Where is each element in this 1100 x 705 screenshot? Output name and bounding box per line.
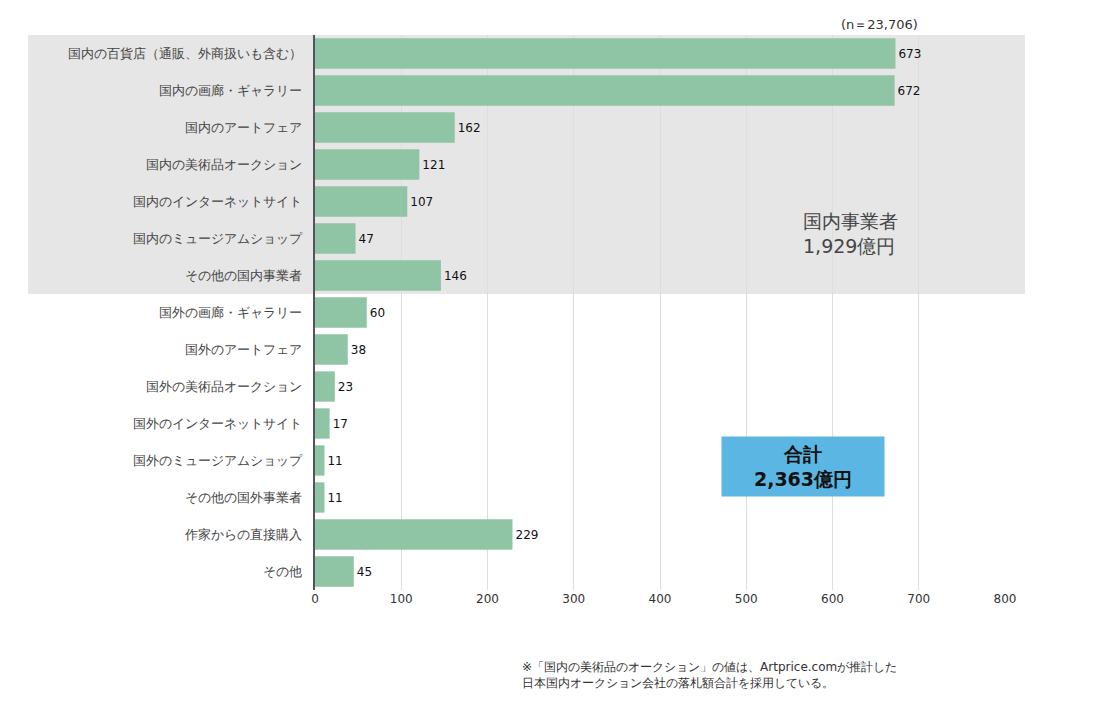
svg-text:60: 60 (370, 306, 385, 320)
svg-text:300: 300 (562, 592, 585, 606)
svg-text:国外のアートフェア: 国外のアートフェア (185, 342, 302, 357)
svg-text:672: 672 (898, 84, 921, 98)
svg-text:国内の百貨店（通販、外商扱いも含む）: 国内の百貨店（通販、外商扱いも含む） (68, 46, 302, 61)
svg-text:その他の国内事業者: その他の国内事業者 (185, 268, 302, 283)
svg-text:国内のインターネットサイト: 国内のインターネットサイト (133, 194, 302, 209)
svg-text:国外のミュージアムショップ: 国外のミュージアムショップ (133, 453, 303, 468)
svg-text:(n＝23,706): (n＝23,706) (841, 17, 918, 32)
svg-text:※「国内の美術品のオークション」の値は、Artprice.c: ※「国内の美術品のオークション」の値は、Artprice.comが推計した日本国… (522, 660, 897, 690)
svg-text:17: 17 (333, 417, 348, 431)
svg-text:その他: その他 (263, 564, 302, 579)
svg-text:国内の美術品オークション: 国内の美術品オークション (146, 157, 302, 172)
svg-text:国外のインターネットサイト: 国外のインターネットサイト (133, 416, 302, 431)
svg-text:400: 400 (649, 592, 672, 606)
svg-text:国内の画廊・ギャラリー: 国内の画廊・ギャラリー (159, 83, 302, 98)
svg-text:107: 107 (410, 195, 433, 209)
svg-text:23: 23 (338, 380, 353, 394)
svg-text:200: 200 (476, 592, 499, 606)
svg-text:100: 100 (390, 592, 413, 606)
svg-text:国内事業者1,929億円: 国内事業者1,929億円 (803, 210, 898, 257)
svg-text:800: 800 (994, 592, 1017, 606)
svg-text:47: 47 (359, 232, 374, 246)
svg-text:500: 500 (735, 592, 758, 606)
svg-text:その他の国外事業者: その他の国外事業者 (185, 490, 302, 505)
svg-text:11: 11 (327, 491, 342, 505)
svg-text:673: 673 (898, 47, 921, 61)
svg-text:国内のアートフェア: 国内のアートフェア (185, 120, 302, 135)
svg-text:国内のミュージアムショップ: 国内のミュージアムショップ (133, 231, 303, 246)
svg-text:146: 146 (444, 269, 467, 283)
svg-text:700: 700 (907, 592, 930, 606)
svg-text:45: 45 (357, 565, 372, 579)
svg-text:国外の美術品オークション: 国外の美術品オークション (146, 379, 302, 394)
svg-text:合計2,363億円: 合計2,363億円 (754, 443, 852, 490)
svg-text:国外の画廊・ギャラリー: 国外の画廊・ギャラリー (159, 305, 302, 320)
svg-text:121: 121 (422, 158, 445, 172)
svg-text:229: 229 (516, 528, 539, 542)
svg-text:11: 11 (327, 454, 342, 468)
svg-text:600: 600 (821, 592, 844, 606)
svg-text:作家からの直接購入: 作家からの直接購入 (184, 527, 302, 542)
svg-text:38: 38 (351, 343, 366, 357)
svg-text:0: 0 (311, 592, 319, 606)
svg-text:162: 162 (458, 121, 481, 135)
